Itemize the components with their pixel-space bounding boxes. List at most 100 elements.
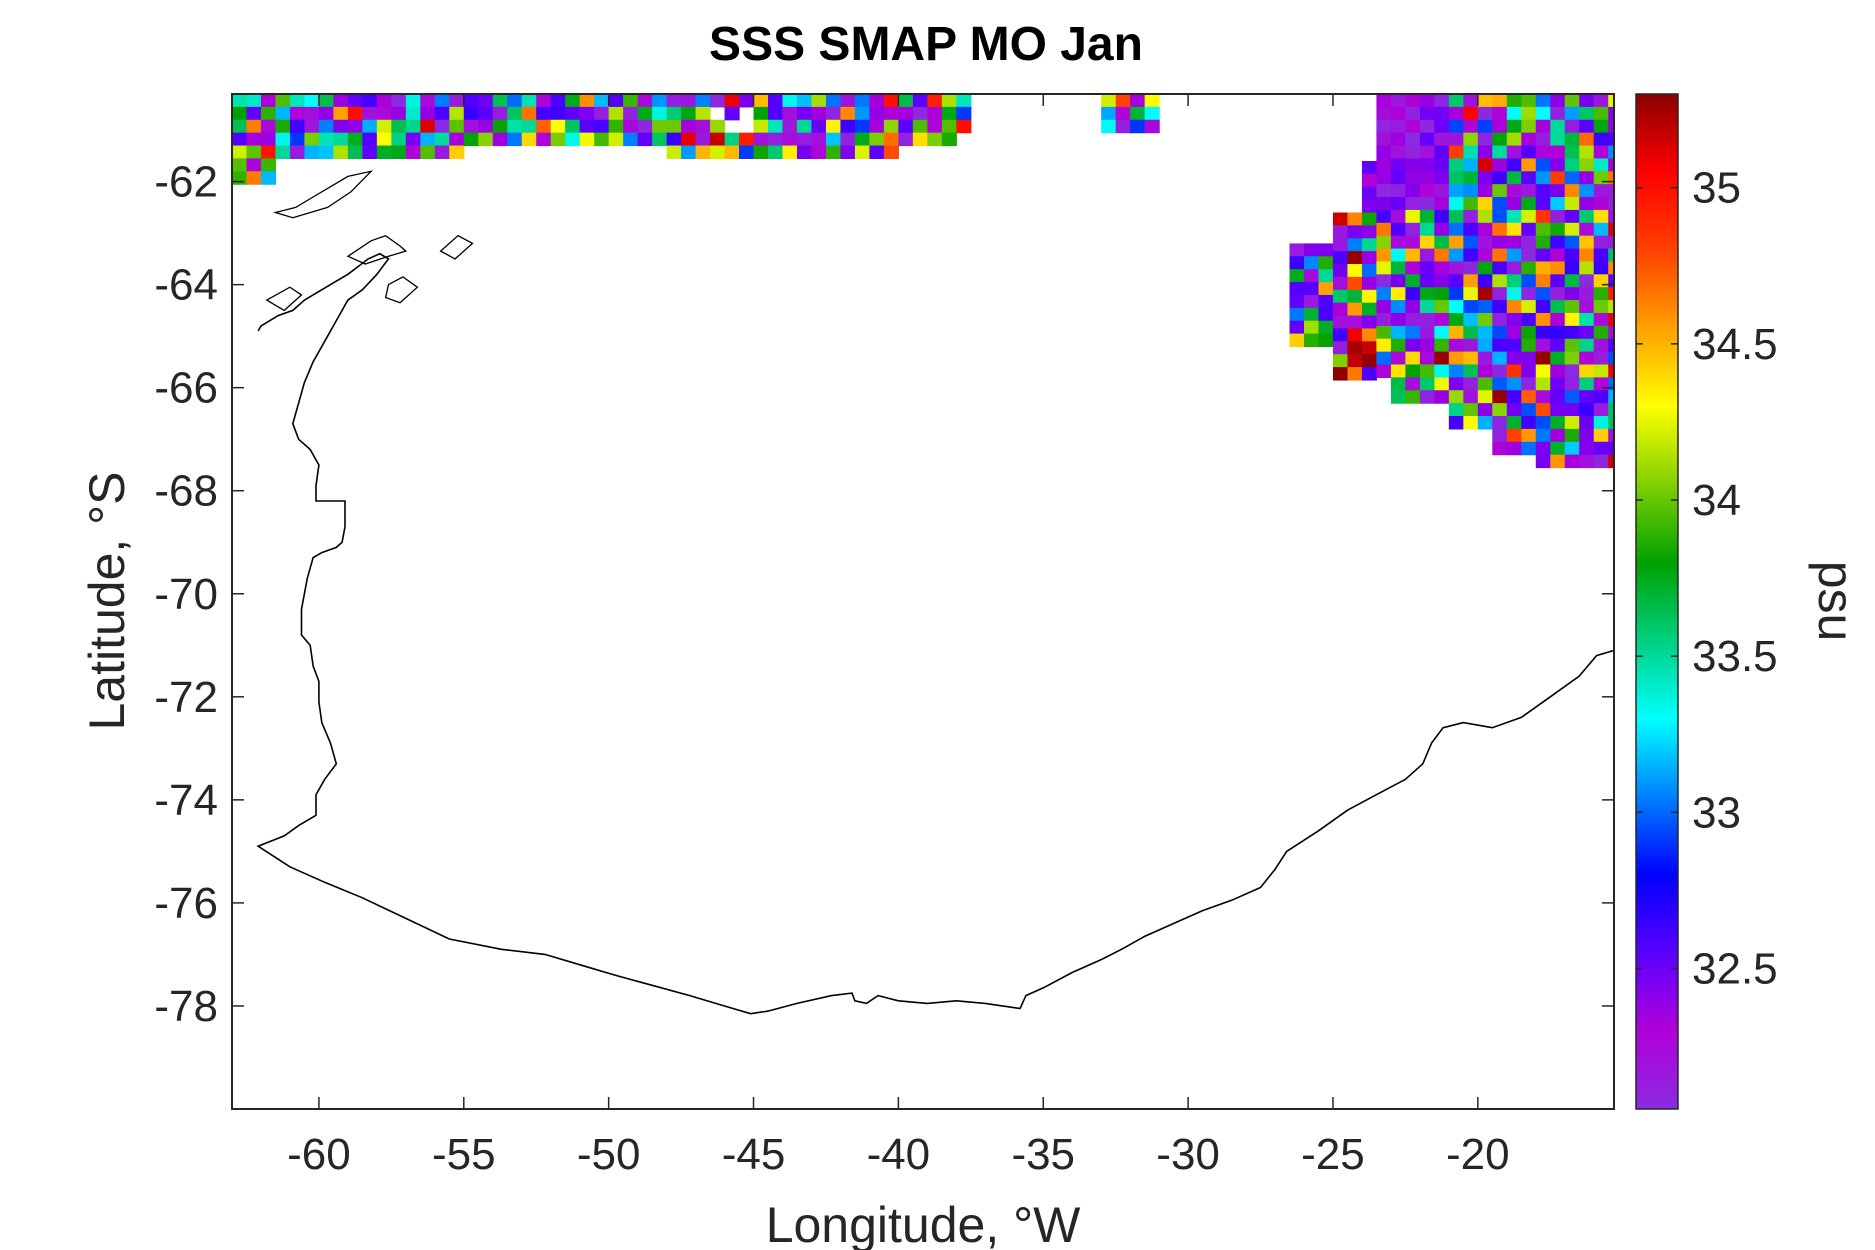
heatmap-cell bbox=[1593, 403, 1609, 417]
heatmap-cell bbox=[811, 106, 827, 121]
heatmap-cell bbox=[1521, 222, 1537, 237]
heatmap-cell bbox=[1463, 403, 1479, 417]
heatmap-cell bbox=[1448, 119, 1464, 134]
heatmap-cell bbox=[927, 94, 943, 108]
heatmap-cell bbox=[1419, 235, 1435, 250]
heatmap-cell bbox=[565, 94, 581, 108]
heatmap-cell bbox=[1448, 171, 1464, 185]
heatmap-cell bbox=[1405, 119, 1421, 134]
heatmap-cell bbox=[1506, 364, 1522, 378]
heatmap-cell bbox=[1419, 390, 1435, 404]
heatmap-cell bbox=[825, 94, 842, 108]
heatmap-cell bbox=[869, 132, 885, 147]
plot-frame bbox=[231, 93, 1615, 1110]
heatmap-cell bbox=[1593, 454, 1609, 469]
heatmap-cell bbox=[1303, 320, 1320, 335]
heatmap-cell bbox=[1448, 351, 1464, 366]
heatmap-cell bbox=[434, 106, 450, 121]
heatmap-cell bbox=[1593, 222, 1609, 237]
heatmap-cell bbox=[1593, 119, 1609, 134]
heatmap-cell bbox=[811, 94, 827, 108]
heatmap-cell bbox=[1550, 94, 1566, 108]
heatmap-cell bbox=[1550, 403, 1566, 417]
heatmap-cell bbox=[739, 145, 755, 160]
heatmap-cell bbox=[579, 94, 595, 108]
heatmap-cell bbox=[1579, 416, 1595, 430]
heatmap-cell bbox=[1361, 289, 1378, 304]
heatmap-cell bbox=[1492, 428, 1508, 443]
heatmap-cell bbox=[652, 106, 668, 121]
colorbar-tick-label: 34 bbox=[1692, 476, 1741, 525]
heatmap-cell bbox=[1434, 184, 1450, 198]
x-tick-label: -20 bbox=[1446, 1130, 1510, 1179]
heatmap-cell bbox=[1564, 248, 1580, 263]
heatmap-cell bbox=[536, 94, 552, 108]
heatmap-cell bbox=[1506, 274, 1522, 288]
heatmap-cell bbox=[521, 106, 537, 121]
heatmap-cell bbox=[1593, 235, 1609, 250]
heatmap-cell bbox=[695, 132, 711, 147]
heatmap-cell bbox=[898, 106, 914, 121]
heatmap-cell bbox=[1564, 428, 1580, 443]
heatmap-cell bbox=[362, 132, 378, 147]
heatmap-cell bbox=[1593, 300, 1609, 314]
heatmap-cell bbox=[579, 132, 595, 147]
heatmap-cell bbox=[507, 119, 523, 134]
heatmap-cell bbox=[1405, 94, 1421, 108]
heatmap-cell bbox=[637, 132, 653, 147]
heatmap-cell bbox=[1376, 119, 1392, 134]
heatmap-cell bbox=[927, 106, 943, 121]
heatmap-cell bbox=[1463, 351, 1479, 366]
heatmap-cell bbox=[1593, 377, 1609, 391]
heatmap-cell bbox=[623, 106, 639, 121]
y-tick-label: -72 bbox=[154, 673, 218, 722]
heatmap-cell bbox=[1477, 364, 1493, 378]
heatmap-cell bbox=[1463, 274, 1479, 288]
heatmap-cell bbox=[304, 119, 320, 134]
heatmap-cell bbox=[1390, 274, 1406, 288]
heatmap-cell bbox=[1361, 302, 1378, 317]
heatmap-cell bbox=[1463, 416, 1479, 430]
heatmap-cell bbox=[1608, 364, 1615, 378]
heatmap-cell bbox=[1564, 351, 1580, 366]
heatmap-cell bbox=[652, 94, 668, 108]
heatmap-cell bbox=[1564, 261, 1580, 275]
heatmap-cell bbox=[1347, 225, 1363, 239]
y-axis-ticks: -62 -64 -66 -68 -70 -72 -74 -76 -78 bbox=[154, 158, 1614, 1031]
heatmap-cell bbox=[1477, 416, 1493, 430]
x-tick-label: -30 bbox=[1156, 1130, 1220, 1179]
heatmap-cell bbox=[1405, 132, 1421, 147]
heatmap-cell bbox=[1130, 119, 1146, 134]
heatmap-cell bbox=[1332, 328, 1349, 342]
heatmap-cell bbox=[1521, 197, 1537, 211]
heatmap-cell bbox=[1593, 184, 1609, 198]
heatmap-cell bbox=[1477, 287, 1493, 301]
coastline-path bbox=[256, 252, 1615, 1015]
heatmap-cell bbox=[1608, 325, 1615, 340]
heatmap-cell bbox=[1608, 209, 1615, 224]
heatmap-cell bbox=[1376, 274, 1392, 288]
heatmap-cell bbox=[1405, 145, 1421, 160]
heatmap-cell bbox=[1477, 312, 1493, 327]
heatmap-cell bbox=[232, 132, 248, 147]
heatmap-cell bbox=[1477, 222, 1493, 237]
heatmap-cell bbox=[1564, 119, 1580, 134]
heatmap-cell bbox=[1521, 94, 1537, 108]
heatmap-cell bbox=[318, 94, 335, 108]
heatmap-cell bbox=[1361, 212, 1378, 226]
heatmap-cell bbox=[1550, 300, 1566, 314]
heatmap-cell bbox=[1434, 364, 1450, 378]
heatmap-cell bbox=[1579, 338, 1595, 353]
heatmap-cell bbox=[1593, 287, 1609, 301]
heatmap-cell bbox=[289, 119, 306, 134]
heatmap-cell bbox=[898, 119, 914, 134]
heatmap-cell bbox=[1535, 158, 1551, 172]
heatmap-cell bbox=[449, 132, 465, 147]
heatmap-cell bbox=[1405, 222, 1421, 237]
coastline bbox=[256, 170, 1615, 1015]
heatmap-cell bbox=[318, 106, 335, 121]
heatmap-cell bbox=[1506, 377, 1522, 391]
heatmap-cell bbox=[232, 94, 248, 108]
heatmap-cell bbox=[1550, 209, 1566, 224]
heatmap-cell bbox=[941, 119, 957, 134]
